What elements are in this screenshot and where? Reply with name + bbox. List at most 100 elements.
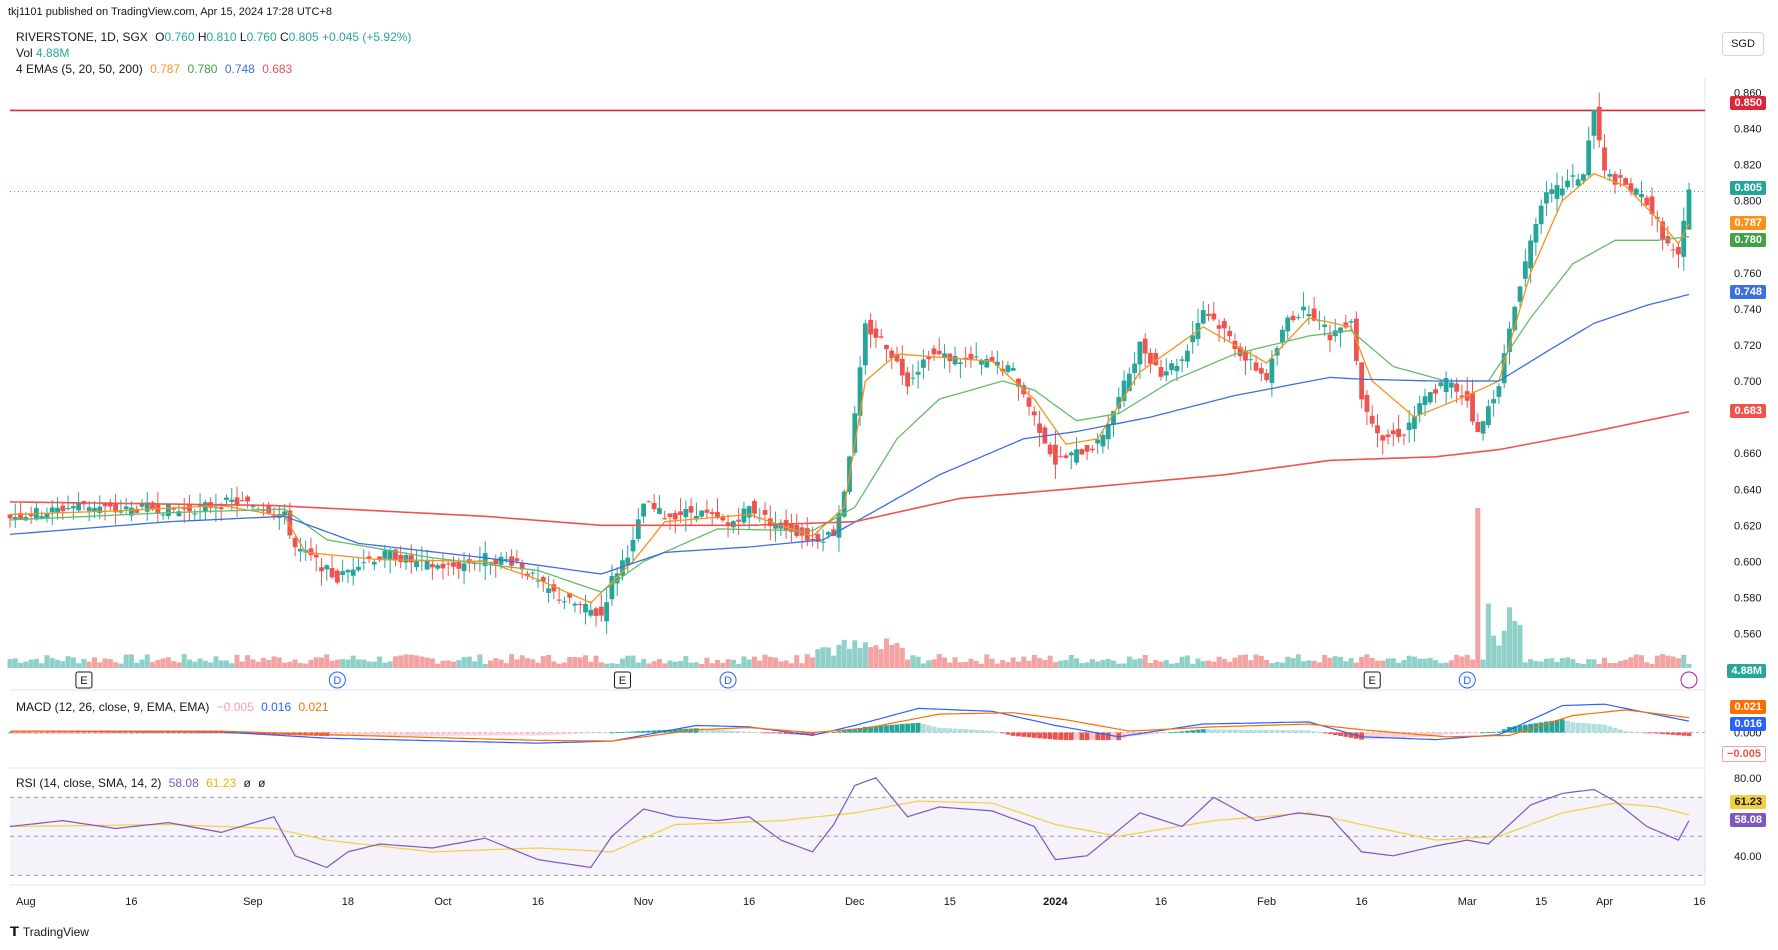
candle-body	[403, 555, 409, 563]
volume-bar	[1675, 658, 1681, 668]
tradingview-logo[interactable]: 𝗧 TradingView	[10, 924, 89, 939]
macd-hist-bar	[1026, 732, 1032, 738]
candle-body	[451, 562, 456, 567]
candle-body	[1132, 363, 1138, 374]
volume-bar	[1681, 654, 1687, 668]
volume-bar	[1100, 659, 1106, 668]
candle-body	[873, 328, 879, 338]
ema-legend[interactable]: 4 EMAs (5, 20, 50, 200) 0.787 0.780 0.74…	[16, 62, 293, 76]
macd-line-label: 0.016	[1730, 717, 1766, 731]
candle-body	[28, 514, 34, 517]
time-tick-label: 16	[1693, 896, 1705, 908]
volume-bar	[524, 658, 530, 668]
volume-bar	[60, 661, 66, 668]
macd-hist-bar	[730, 730, 736, 733]
macd-hist-bar	[1369, 732, 1375, 740]
candle-body	[44, 513, 50, 519]
candle-body	[1470, 393, 1475, 422]
candle-body	[1364, 394, 1370, 412]
macd-hist-bar	[773, 732, 778, 734]
volume-bar	[1686, 663, 1692, 668]
volume-bar	[1491, 635, 1497, 668]
volume-bar	[292, 659, 298, 668]
candle-body	[1517, 286, 1523, 302]
volume-bar	[604, 663, 610, 668]
macd-hist-bar	[123, 732, 129, 734]
macd-hist-bar	[160, 732, 166, 734]
candle-body	[1163, 371, 1169, 376]
volume-bar	[150, 662, 156, 668]
candle-body	[540, 577, 546, 582]
volume-bar	[619, 658, 625, 668]
candles	[7, 92, 1692, 634]
macd-hist-bar	[651, 730, 657, 733]
candle-body	[12, 517, 18, 520]
rsi-legend[interactable]: RSI (14, close, SMA, 14, 2) 58.08 61.23 …	[16, 776, 266, 790]
candle-body	[530, 572, 536, 574]
candle-body	[1549, 189, 1555, 194]
candle-body	[329, 568, 335, 578]
candle-body	[899, 358, 905, 376]
candle-body	[1544, 192, 1549, 204]
candle-body	[1174, 365, 1180, 372]
volume-bar	[282, 662, 288, 668]
candle-body	[957, 362, 963, 364]
volume-bar	[1084, 662, 1090, 668]
candle-body	[461, 563, 467, 572]
candle-body	[319, 567, 324, 572]
candle-body	[171, 508, 177, 510]
candle-body	[1126, 373, 1132, 392]
volume-bar	[1638, 655, 1644, 668]
macd-hist-bar	[1332, 732, 1338, 736]
symbol-legend[interactable]: RIVERSTONE, 1D, SGX O0.760 H0.810 L0.760…	[16, 30, 412, 44]
macd-hist-bar	[979, 730, 984, 733]
candle-body	[662, 518, 668, 520]
macd-hist-bar	[1280, 730, 1285, 733]
macd-hist-bar	[936, 727, 942, 733]
volume-price-label: 4.88M	[1727, 664, 1766, 678]
macd-legend[interactable]: MACD (12, 26, close, 9, EMA, EMA) −0.005…	[16, 700, 329, 714]
price-tick-label: 0.760	[1734, 268, 1762, 280]
candle-body	[773, 523, 778, 529]
macd-hist-bar	[139, 732, 145, 734]
rsi-tick-label: 80.00	[1734, 773, 1762, 785]
candle-body	[1053, 444, 1058, 465]
macd-hist-bar	[540, 732, 546, 736]
macd-hist-bar	[408, 732, 414, 736]
candle-body	[39, 516, 45, 519]
macd-hist-bar	[129, 732, 134, 734]
volume-bar	[1063, 659, 1069, 668]
candle-body	[1221, 321, 1227, 329]
candle-body	[942, 353, 947, 358]
candle-body	[926, 356, 932, 360]
volume-bar	[1174, 662, 1180, 668]
volume-bar	[472, 661, 478, 668]
macd-hist-bar	[1047, 732, 1053, 740]
macd-hist-bar	[1617, 729, 1623, 733]
candle-body	[18, 513, 23, 519]
macd-hist-bar	[1322, 732, 1328, 734]
macd-hist-bar	[218, 732, 224, 734]
candle-body	[1412, 416, 1417, 429]
price-tick-label: 0.820	[1734, 160, 1762, 172]
volume-bar	[1427, 657, 1433, 668]
macd-hist-bar	[752, 732, 757, 733]
candle-body	[239, 500, 245, 502]
volume-bar	[382, 662, 388, 668]
macd-hist-bar	[1195, 729, 1201, 733]
ema20-price-label: 0.780	[1730, 233, 1766, 247]
volume-bar	[1010, 657, 1016, 668]
candle-body	[889, 350, 895, 358]
candle-body	[884, 345, 889, 350]
volume-legend[interactable]: Vol 4.88M	[16, 46, 70, 60]
macd-hist-bar	[271, 732, 277, 735]
macd-hist-bar	[345, 732, 351, 737]
macd-hist-bar	[393, 732, 398, 736]
currency-button[interactable]: SGD	[1722, 32, 1764, 56]
candle-body	[350, 569, 356, 576]
candle-body	[1612, 173, 1618, 185]
volume-bar	[984, 654, 990, 668]
macd-hist-bar	[1126, 732, 1132, 737]
volume-bar	[699, 663, 705, 668]
